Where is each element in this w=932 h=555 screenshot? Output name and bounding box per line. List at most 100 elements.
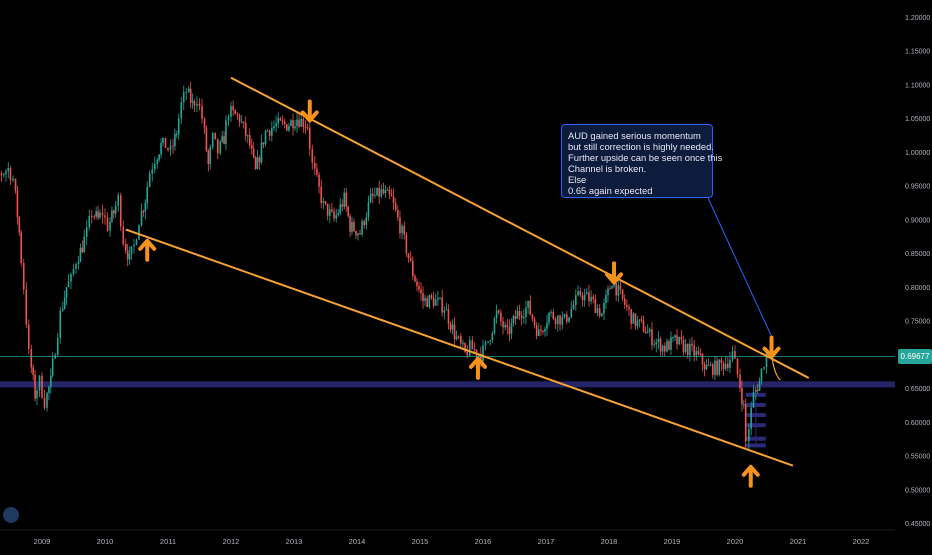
candle-body [19,217,21,232]
candle-body [504,325,506,328]
candle-body [339,204,341,213]
candle-body [253,149,255,157]
candle-body [120,195,122,226]
candle-body [23,263,25,289]
candle-body [513,316,515,323]
candle-body [595,299,597,313]
candle-body [217,139,219,154]
candle-body [129,254,131,260]
candle-body [52,358,54,375]
candle-body [424,298,426,301]
candle-body [62,309,64,311]
candle-body [702,354,704,364]
candle-body [641,319,643,320]
candle-body [99,213,101,218]
candle-body [378,188,380,197]
candle-body [611,286,613,288]
candle-body [165,138,167,148]
candle-body [206,128,208,150]
candle-body [588,292,590,301]
candle-body [714,361,716,375]
candle-body [653,344,655,345]
candle-body [507,325,509,327]
candle-body [349,216,351,232]
candle-body [30,349,32,368]
candle-body [83,237,85,252]
candle-body [431,295,433,298]
candle-body [607,289,609,295]
candle-body [314,163,316,169]
candle-body [538,330,540,336]
candle-body [113,211,115,214]
candle-body [284,122,286,125]
candle-body [519,311,521,316]
candle-body [309,128,311,149]
annotation-callout[interactable]: AUD gained serious momentum but still co… [561,124,713,198]
candle-body [570,309,572,317]
candle-body [370,194,372,202]
candle-body [674,335,676,337]
candle-body [739,374,741,388]
candle-body [353,222,355,231]
y-tick-label: 1.05000 [905,116,930,123]
candle-body [48,387,50,393]
y-tick-label: 0.75000 [905,319,930,326]
candle-body [125,244,127,250]
y-tick-label: 1.10000 [905,82,930,89]
candle-body [357,233,359,235]
candle-body [458,336,460,337]
candle-body [307,127,309,128]
candle-body [209,147,211,164]
candle-body [546,323,548,329]
candle-body [271,128,273,136]
candle-body [325,201,327,204]
candle-body [509,327,511,334]
candle-body [517,311,519,319]
candle-body [327,204,329,216]
candle-body [109,222,111,231]
candle-body [575,295,577,305]
candle-body [239,115,241,122]
candle-body [609,289,611,290]
candle-body [323,201,325,203]
candle-body [552,312,554,319]
candle-body [416,281,418,286]
candle-body [710,364,712,365]
candle-body [462,343,464,344]
candle-body [303,119,305,127]
candle-body [44,398,46,408]
candle-body [635,313,637,326]
candle-body [397,210,399,217]
tradingview-logo-icon[interactable] [3,507,19,523]
candle-body [743,404,745,405]
candle-body [579,291,581,295]
y-tick-label: 0.95000 [905,184,930,191]
candle-body [145,203,147,211]
candle-body [618,285,620,295]
annotation-line: Channel is broken. [568,163,706,174]
candle-body [247,135,249,136]
candle-body [664,346,666,352]
candle-body [41,376,43,398]
candle-body [381,189,383,197]
candle-body [86,227,88,237]
candle-body [251,145,253,149]
candle-body [406,234,408,253]
candle-body [151,169,153,173]
candle-body [36,391,38,399]
candle-body [639,319,641,320]
x-tick-label: 2010 [97,537,114,546]
candle-body [637,321,639,326]
candle-body [46,393,48,408]
candle-body [729,360,731,368]
candle-body [363,221,365,225]
support-zone [0,381,895,387]
candle-body [355,231,357,235]
x-tick-label: 2020 [727,537,744,546]
candle-body [529,301,531,315]
candle-body [420,290,422,294]
annotation-line: AUD gained serious momentum [568,130,706,141]
x-tick-label: 2012 [223,537,240,546]
